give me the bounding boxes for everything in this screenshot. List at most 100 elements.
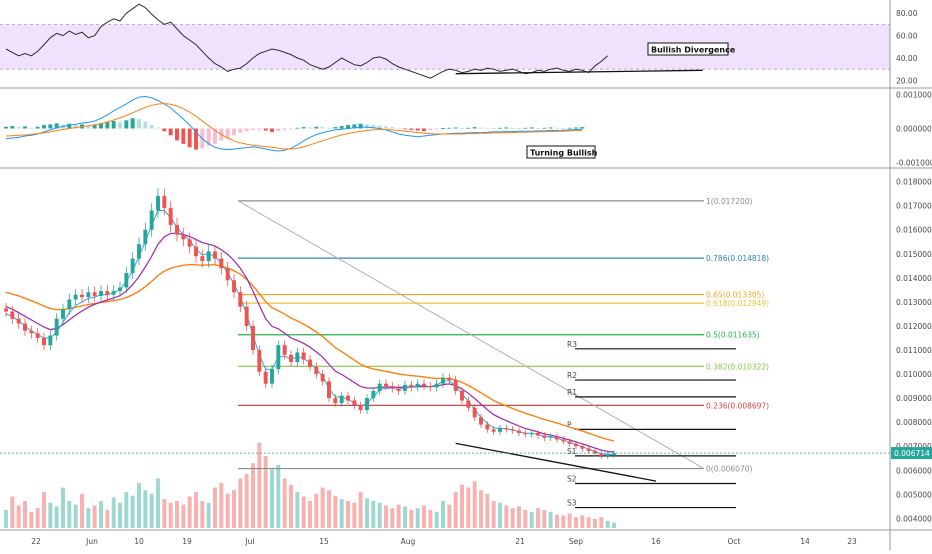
volume-bar: [542, 510, 547, 528]
volume-bar: [460, 484, 464, 528]
volume-bar: [536, 508, 540, 528]
macd-histogram-bar: [257, 128, 262, 130]
rsi-tick-label: 20.00: [896, 76, 918, 85]
macd-histogram-bar: [225, 128, 230, 139]
candle-body: [327, 381, 331, 399]
volume-bar: [238, 478, 243, 528]
candle-body: [181, 234, 186, 240]
macd-histogram-bar: [472, 127, 477, 129]
macd-histogram-bar: [403, 128, 407, 130]
macd-histogram-bar: [415, 128, 420, 131]
price-tick-label: 0.010000: [896, 370, 932, 379]
volume-bar: [384, 505, 388, 528]
macd-histogram-bar: [485, 127, 490, 129]
turning-bullish-label: Turning Bullish: [530, 149, 598, 158]
volume-bar: [453, 492, 458, 528]
candle-body: [175, 224, 179, 235]
macd-histogram-bar: [333, 127, 338, 129]
macd-histogram-bar: [118, 122, 122, 129]
macd-histogram-bar: [276, 128, 281, 132]
candle-body: [403, 384, 407, 391]
macd-histogram-bar: [175, 128, 179, 141]
candle-body: [238, 292, 243, 307]
price-tick-label: 0.008000: [896, 418, 932, 427]
candle-body: [536, 432, 540, 436]
fib-level-label: 0.786(0.014818): [706, 254, 769, 263]
fib-level-label: 0.382(0.010322): [706, 362, 769, 371]
price-tick-label: 0.005000: [896, 490, 932, 499]
price-tick-label: 0.009000: [896, 394, 932, 403]
candle-body: [510, 429, 515, 431]
volume-bar: [485, 493, 490, 528]
price-tick-label: 0.013000: [896, 298, 932, 307]
price-tick-label: 0.017000: [896, 202, 932, 211]
volume-bar: [447, 504, 452, 528]
volume-bar: [479, 490, 483, 528]
candle-body: [485, 424, 490, 430]
volume-bar: [295, 492, 300, 528]
volume-bar: [371, 501, 376, 528]
candle-body: [162, 196, 167, 209]
macd-histogram-bar: [282, 128, 287, 130]
macd-histogram-bar: [320, 127, 325, 129]
price-tick-label: 0.014000: [896, 274, 932, 283]
macd-histogram-bar: [390, 127, 395, 129]
fib-level-label: 0(0.006070): [706, 465, 752, 474]
candle-body: [504, 428, 509, 430]
date-tick-label: 14: [800, 537, 810, 546]
candle-body: [200, 256, 205, 261]
volume-bar: [612, 522, 616, 528]
pivot-label: R2: [567, 371, 577, 380]
volume-bar: [73, 504, 78, 528]
macd-histogram-bar: [238, 128, 243, 133]
macd-histogram-bar: [156, 127, 160, 129]
candle-body: [67, 299, 72, 310]
volume-bar: [327, 490, 331, 528]
date-tick-label: 22: [31, 537, 41, 546]
macd-histogram-bar: [251, 128, 255, 130]
pivot-label: P: [567, 420, 572, 429]
macd-signal-line: [5, 103, 583, 150]
macd-histogram-bar: [358, 123, 363, 129]
rsi-tick-label: 40.00: [896, 54, 918, 63]
macd-histogram-bar: [308, 127, 312, 129]
macd-line: [5, 95, 583, 152]
date-tick-label: 21: [515, 537, 525, 546]
candle-body: [453, 380, 458, 391]
candle-body: [422, 383, 426, 387]
volume-bar: [111, 497, 116, 528]
macd-histogram-bar: [327, 127, 331, 129]
macd-histogram-bar: [143, 121, 148, 129]
macd-histogram-bar: [181, 128, 186, 144]
volume-bar: [523, 510, 528, 528]
candle-body: [352, 400, 357, 406]
candle-body: [358, 405, 363, 411]
macd-histogram-bar: [86, 125, 91, 129]
bullish-divergence-box: [647, 42, 729, 56]
macd-histogram-bar: [428, 128, 433, 131]
volume-bar: [213, 487, 217, 528]
volume-bar: [10, 496, 15, 528]
candle-body: [111, 291, 116, 295]
candle-body: [517, 430, 521, 433]
macd-histogram-bar: [289, 128, 293, 130]
macd-histogram-bar: [105, 121, 110, 129]
candle-body: [612, 453, 616, 455]
price-tick-label: 0.018000: [896, 178, 932, 187]
candle-body: [320, 374, 325, 382]
macd-tick-label: 0.000000: [896, 125, 932, 134]
rsi-tick-label: 80.00: [896, 9, 918, 18]
macd-histogram-bar: [346, 125, 350, 129]
turning-bullish-box: [526, 145, 596, 159]
volume-bar: [498, 502, 502, 528]
candle-body: [295, 352, 300, 363]
volume-bar: [149, 493, 154, 528]
macd-histogram-bar: [339, 126, 344, 129]
macd-histogram-bar: [16, 127, 21, 129]
fib-level-label: 0.65(0.013305): [706, 291, 764, 300]
volume-bar: [80, 493, 84, 528]
volume-bar: [510, 508, 515, 528]
candle-body: [270, 369, 274, 384]
